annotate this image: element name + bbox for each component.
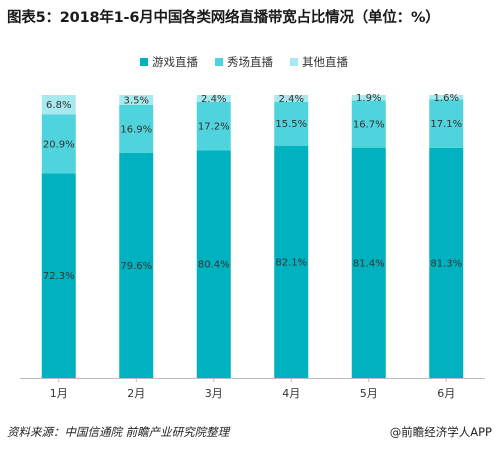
data-label: 82.1% — [275, 257, 307, 268]
bar-segment — [119, 152, 154, 378]
data-label: 79.6% — [120, 261, 152, 272]
x-tick-label: 1月 — [50, 387, 68, 400]
bar-segment — [429, 147, 464, 378]
data-label: 2.4% — [201, 94, 226, 105]
data-label: 72.3% — [43, 271, 75, 282]
data-label: 1.6% — [434, 93, 459, 104]
bar-segment — [41, 95, 76, 115]
data-label: 20.9% — [43, 139, 75, 150]
legend-swatch — [290, 58, 298, 66]
legend-swatch — [215, 58, 223, 66]
legend-label: 其他直播 — [302, 55, 348, 69]
data-label: 17.1% — [430, 119, 462, 130]
x-tick-label: 2月 — [127, 387, 145, 400]
bar-segment — [274, 95, 309, 102]
data-label: 17.2% — [198, 122, 230, 133]
bar-segment — [196, 95, 231, 102]
legend-label: 秀场直播 — [227, 55, 273, 69]
bar-segment — [351, 95, 386, 101]
bar-segment — [351, 100, 386, 148]
bar-segment — [119, 95, 154, 105]
x-tick-label: 5月 — [360, 387, 378, 400]
legend-label: 游戏直播 — [152, 55, 198, 69]
data-label: 16.9% — [120, 124, 152, 135]
data-label: 15.5% — [275, 119, 307, 130]
x-tick-label: 6月 — [437, 387, 455, 400]
x-tick-label: 4月 — [282, 387, 300, 400]
bar-segment — [119, 104, 154, 153]
bar-segment — [429, 95, 464, 100]
bar-segment — [429, 99, 464, 148]
data-label: 2.4% — [279, 94, 304, 105]
chart-title: 图表5：2018年1-6月中国各类网络直播带宽占比情况（单位：%） — [7, 10, 440, 26]
data-label: 6.8% — [46, 100, 71, 111]
data-label: 3.5% — [124, 95, 149, 106]
x-tick-label: 3月 — [205, 387, 223, 400]
bar-segment — [196, 101, 231, 151]
data-label: 81.3% — [430, 258, 462, 269]
bar-segment — [351, 147, 386, 378]
bar-segment — [274, 145, 309, 378]
bar-segment — [274, 101, 309, 146]
data-label: 81.4% — [353, 258, 385, 269]
brand-credit: @前瞻经济学人APP — [389, 425, 492, 439]
data-label: 80.4% — [198, 260, 230, 271]
bar-segment — [41, 114, 76, 174]
data-label: 1.9% — [356, 93, 381, 104]
data-label: 16.7% — [353, 120, 385, 131]
source-note: 资料来源：中国信通院 前瞻产业研究院整理 — [7, 425, 230, 439]
bar-segment — [196, 150, 231, 378]
legend-swatch — [140, 58, 148, 66]
bar-segment — [41, 173, 76, 378]
